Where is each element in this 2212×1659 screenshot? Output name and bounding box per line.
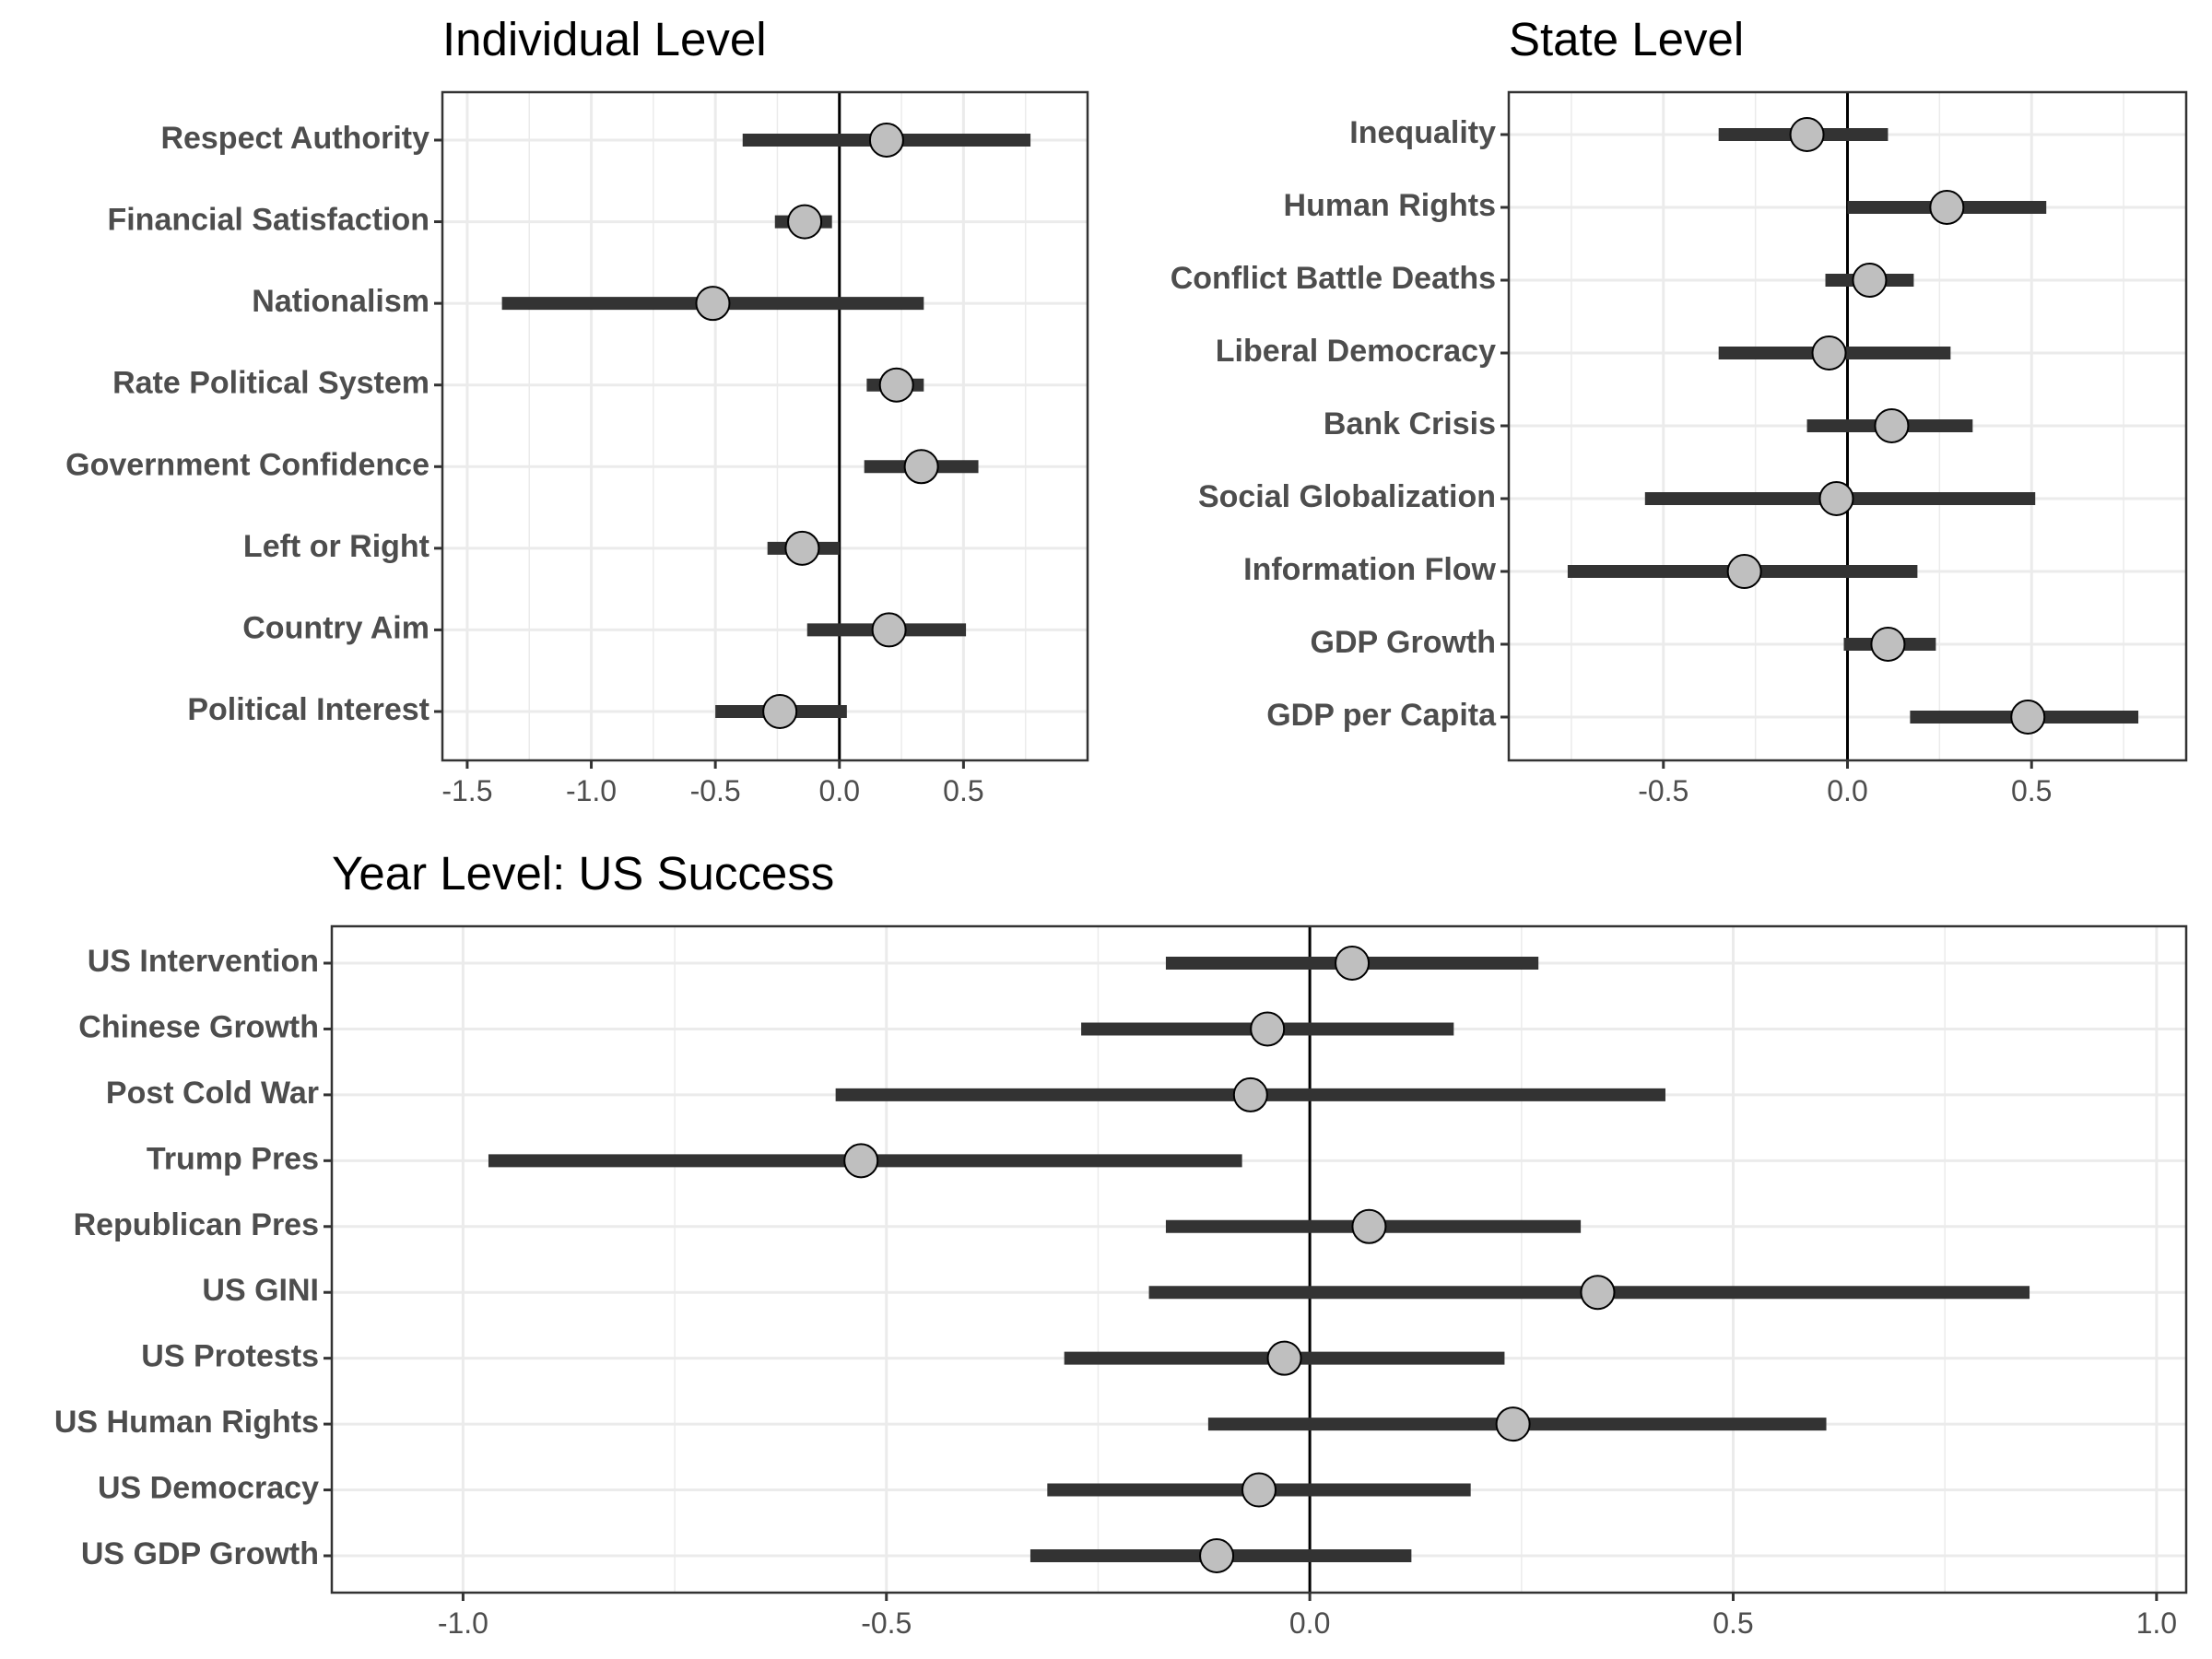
estimate-point <box>1250 1011 1286 1047</box>
state-level-panel: State Level Inequality Human Rights Confli… <box>1171 13 2188 807</box>
category-label: US Intervention <box>88 944 319 979</box>
x-tick-label: -1.0 <box>566 774 617 807</box>
panel-title: State Level <box>1509 13 1744 65</box>
estimate-point <box>762 694 798 729</box>
category-label: Information Flow <box>1243 552 1496 587</box>
category-label: Inequality <box>1349 115 1496 150</box>
panel-title: Individual Level <box>442 13 767 65</box>
estimate-point <box>1199 1538 1235 1573</box>
category-label: Country Aim <box>242 610 429 645</box>
panel-title: Year Level: US Success <box>332 847 834 900</box>
panel-border <box>441 90 1089 762</box>
category-label: Conflict Battle Deaths <box>1171 261 1496 296</box>
individual-level-panel: Individual Level Respect Authority Financ… <box>65 13 1089 807</box>
estimate-point <box>1870 627 1906 662</box>
category-label: GDP Growth <box>1311 625 1497 660</box>
x-tick-label: -0.5 <box>1638 774 1688 807</box>
x-tick-label: -1.0 <box>438 1606 488 1640</box>
estimate-point <box>784 530 820 566</box>
x-tick-label: 0.0 <box>1827 774 1867 807</box>
estimate-point <box>1811 335 1847 371</box>
estimate-point <box>878 367 914 403</box>
panel-border <box>330 924 2188 1594</box>
category-label: Trump Pres <box>147 1141 319 1176</box>
estimate-point <box>1874 408 1910 443</box>
x-tick-label: -0.5 <box>861 1606 912 1640</box>
estimate-point <box>1726 554 1762 589</box>
x-tick-label: 0.5 <box>1712 1606 1753 1640</box>
category-label: US GINI <box>202 1273 319 1308</box>
estimate-point <box>1580 1275 1616 1311</box>
category-label: Human Rights <box>1284 188 1496 223</box>
category-label: US Democracy <box>98 1471 319 1506</box>
year-level-panel: Year Level: US Success US Intervention Ch… <box>54 847 2188 1640</box>
category-label: US Protests <box>141 1339 319 1374</box>
estimate-point <box>1929 190 1965 225</box>
category-label: Post Cold War <box>106 1076 319 1111</box>
category-label: Financial Satisfaction <box>107 203 429 238</box>
x-tick-label: 1.0 <box>2136 1606 2177 1640</box>
category-label: Nationalism <box>252 284 429 319</box>
category-label: Political Interest <box>187 692 429 727</box>
estimate-point <box>871 612 907 648</box>
category-label: Republican Pres <box>74 1207 319 1242</box>
category-label: Bank Crisis <box>1324 406 1496 441</box>
estimate-point <box>787 204 823 240</box>
estimate-point <box>843 1143 879 1179</box>
category-label: Government Confidence <box>65 447 429 482</box>
estimate-point <box>1789 117 1825 152</box>
estimate-point <box>1335 946 1371 981</box>
estimate-point <box>1852 263 1888 298</box>
category-label: Left or Right <box>243 529 429 564</box>
estimate-point <box>1232 1077 1268 1112</box>
category-label: Social Globalization <box>1198 479 1496 514</box>
category-label: Respect Authority <box>160 121 429 156</box>
estimate-point <box>903 449 939 485</box>
estimate-point <box>1241 1472 1277 1508</box>
estimate-point <box>1495 1406 1531 1442</box>
estimate-point <box>868 123 904 158</box>
x-tick-label: 0.5 <box>943 774 983 807</box>
x-tick-label: 0.0 <box>819 774 860 807</box>
category-label: Rate Political System <box>112 366 429 401</box>
category-label: US GDP Growth <box>81 1536 319 1571</box>
category-label: Liberal Democracy <box>1216 334 1496 369</box>
category-label: US Human Rights <box>54 1405 319 1440</box>
estimate-point <box>695 286 731 322</box>
x-tick-label: 0.0 <box>1289 1606 1330 1640</box>
x-tick-label: -1.5 <box>441 774 492 807</box>
category-label: Chinese Growth <box>78 1009 319 1044</box>
estimate-point <box>1266 1340 1302 1376</box>
estimate-point <box>1351 1208 1387 1244</box>
x-tick-label: 0.5 <box>2011 774 2052 807</box>
estimate-point <box>2010 700 2046 735</box>
x-tick-label: -0.5 <box>690 774 741 807</box>
estimate-point <box>1818 481 1854 516</box>
category-label: GDP per Capita <box>1266 698 1497 733</box>
